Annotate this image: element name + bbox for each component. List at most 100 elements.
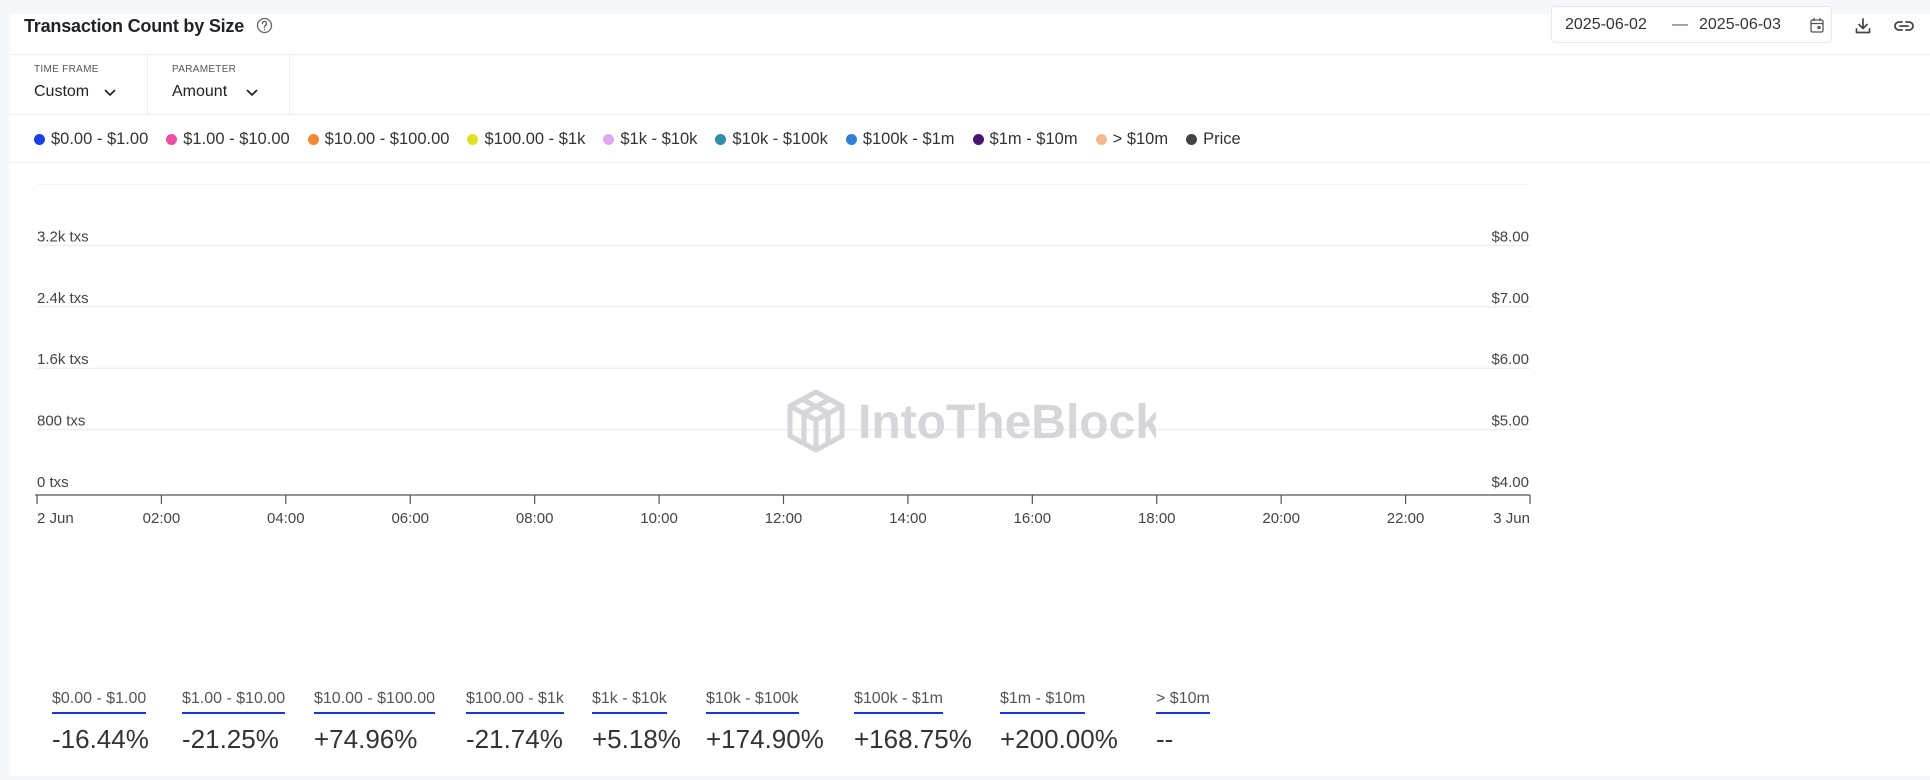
x-axis-tick-label: 2 Jun bbox=[37, 510, 74, 527]
x-axis-tick-label: 10:00 bbox=[640, 510, 678, 527]
stat-item[interactable]: $0.00 - $1.00 -16.44% bbox=[52, 690, 149, 755]
stat-value: +174.90% bbox=[706, 724, 824, 754]
stat-item[interactable]: $100.00 - $1k -21.74% bbox=[466, 690, 564, 755]
date-range-picker[interactable]: 2025-06-02 — 2025-06-03 bbox=[1551, 6, 1832, 43]
header: Transaction Count by Size 2025-06-02 — 2… bbox=[10, 6, 1930, 54]
legend-label: $1.00 - $10.00 bbox=[183, 129, 290, 148]
legend-item[interactable]: $10k - $100k bbox=[715, 130, 828, 149]
help-icon[interactable] bbox=[256, 17, 273, 34]
x-axis-tick-label: 14:00 bbox=[889, 510, 927, 527]
legend-dot bbox=[307, 133, 319, 145]
legend-label: $0.00 - $1.00 bbox=[51, 129, 149, 148]
left-axis-tick-label: 1.6k txs bbox=[37, 351, 89, 368]
stat-value: -21.25% bbox=[182, 724, 279, 754]
date-separator: — bbox=[1672, 16, 1688, 33]
legend-item[interactable]: $1.00 - $10.00 bbox=[166, 129, 290, 149]
date-start[interactable]: 2025-06-02 bbox=[1565, 16, 1647, 33]
download-icon[interactable] bbox=[1853, 16, 1873, 36]
calendar-icon[interactable] bbox=[1810, 17, 1824, 33]
timeframe-value[interactable]: Custom bbox=[34, 83, 90, 100]
stat-value: +74.96% bbox=[314, 724, 418, 754]
legend-item[interactable]: > $10m bbox=[1095, 129, 1169, 149]
svg-text:IntoTheBlock: IntoTheBlock bbox=[858, 396, 1156, 449]
stat-value: -16.44% bbox=[52, 724, 149, 754]
legend-item[interactable]: $1k - $10k bbox=[603, 130, 697, 149]
chart-card: Transaction Count by Size 2025-06-02 — 2… bbox=[10, 6, 1930, 776]
legend-dot bbox=[845, 133, 857, 145]
stat-value: -21.74% bbox=[466, 724, 563, 754]
legend-label: $10.00 - $100.00 bbox=[324, 129, 450, 148]
stat-item[interactable]: $1k - $10k +5.18% bbox=[592, 690, 681, 755]
left-axis-tick-label: 800 txs bbox=[37, 413, 85, 430]
x-axis-tick-label: 18:00 bbox=[1138, 510, 1176, 527]
stat-item[interactable]: $1m - $10m +200.00% bbox=[1000, 690, 1118, 755]
x-axis-tick-label: 20:00 bbox=[1262, 510, 1300, 527]
parameter-value[interactable]: Amount bbox=[172, 83, 228, 100]
divider bbox=[10, 162, 1930, 163]
right-axis-tick-label: $4.00 bbox=[1491, 474, 1529, 491]
legend-label: > $10m bbox=[1112, 129, 1169, 148]
parameter-filter[interactable]: PARAMETER Amount bbox=[148, 54, 290, 114]
legend-dot bbox=[972, 133, 984, 145]
legend-item[interactable]: $0.00 - $1.00 bbox=[34, 130, 148, 149]
legend-label: $100k - $1m bbox=[862, 129, 955, 148]
chart-legend: $0.00 - $1.00 $1.00 - $10.00 $10.00 - $1… bbox=[34, 128, 1259, 150]
page-title: Transaction Count by Size bbox=[24, 16, 245, 36]
x-axis-tick-label: 02:00 bbox=[143, 510, 181, 527]
timeframe-label: TIME FRAME bbox=[34, 64, 99, 75]
stat-label: $1m - $10m bbox=[1000, 690, 1086, 714]
x-axis-tick-label: 04:00 bbox=[267, 510, 305, 527]
stat-label: > $10m bbox=[1156, 690, 1210, 714]
legend-item[interactable]: Price bbox=[1186, 130, 1241, 149]
link-icon[interactable] bbox=[1893, 18, 1915, 34]
timeframe-filter[interactable]: TIME FRAME Custom bbox=[10, 54, 148, 114]
legend-label: $1k - $10k bbox=[620, 129, 698, 148]
legend-label: $100.00 - $1k bbox=[484, 129, 586, 148]
divider bbox=[10, 54, 1930, 55]
parameter-label: PARAMETER bbox=[172, 64, 237, 75]
x-axis-tick-label: 08:00 bbox=[516, 510, 554, 527]
legend-dot bbox=[34, 133, 45, 145]
left-axis-tick-label: 3.2k txs bbox=[37, 228, 89, 245]
legend-item[interactable]: $1m - $10m bbox=[972, 130, 1078, 149]
legend-dot bbox=[467, 133, 479, 145]
stat-value: +5.18% bbox=[592, 724, 681, 754]
x-axis-tick-label: 12:00 bbox=[765, 510, 803, 527]
right-axis-tick-label: $7.00 bbox=[1491, 290, 1529, 307]
stat-label: $1k - $10k bbox=[592, 690, 667, 714]
legend-dot bbox=[715, 133, 727, 145]
stat-value: -- bbox=[1156, 724, 1174, 754]
legend-dot bbox=[166, 133, 178, 145]
stat-value: +168.75% bbox=[854, 724, 972, 754]
legend-item[interactable]: $100.00 - $1k bbox=[467, 130, 585, 149]
stat-label: $100.00 - $1k bbox=[466, 690, 564, 714]
x-axis-tick-label: 22:00 bbox=[1387, 510, 1425, 527]
right-axis-tick-label: $6.00 bbox=[1491, 351, 1529, 368]
legend-dot bbox=[603, 133, 615, 145]
stat-label: $100k - $1m bbox=[854, 690, 943, 714]
date-end[interactable]: 2025-06-03 bbox=[1699, 16, 1781, 33]
intotheblock-watermark: IntoTheBlock bbox=[787, 389, 1156, 453]
legend-item[interactable]: $100k - $1m bbox=[845, 129, 955, 149]
left-axis-tick-label: 0 txs bbox=[37, 474, 69, 491]
stat-label: $10k - $100k bbox=[706, 690, 799, 714]
legend-item[interactable]: $10.00 - $100.00 bbox=[307, 129, 450, 149]
stat-label: $1.00 - $10.00 bbox=[182, 690, 286, 714]
legend-dot bbox=[1186, 133, 1198, 145]
x-axis-tick-label: 06:00 bbox=[391, 510, 429, 527]
chevron-down-icon[interactable] bbox=[246, 89, 258, 97]
stat-item[interactable]: $10k - $100k +174.90% bbox=[706, 690, 824, 755]
x-axis-tick-label: 3 Jun bbox=[1493, 510, 1530, 527]
stat-item[interactable]: $10.00 - $100.00 +74.96% bbox=[314, 690, 435, 755]
right-axis-tick-label: $5.00 bbox=[1491, 413, 1529, 430]
stat-item[interactable]: > $10m -- bbox=[1156, 690, 1210, 755]
stat-item[interactable]: $100k - $1m +168.75% bbox=[854, 690, 972, 755]
x-axis-tick-label: 16:00 bbox=[1014, 510, 1052, 527]
divider bbox=[10, 114, 1930, 115]
stat-item[interactable]: $1.00 - $10.00 -21.25% bbox=[182, 690, 286, 755]
stat-value: +200.00% bbox=[1000, 724, 1118, 754]
chevron-down-icon[interactable] bbox=[104, 89, 116, 97]
stat-label: $10.00 - $100.00 bbox=[314, 690, 435, 714]
left-axis-tick-label: 2.4k txs bbox=[37, 290, 89, 307]
